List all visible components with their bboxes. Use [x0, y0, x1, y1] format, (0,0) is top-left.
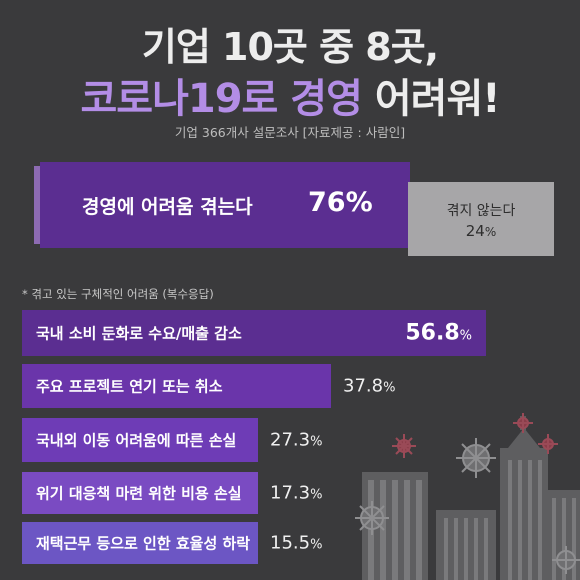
bar-1: 국내 소비 둔화로 수요/매출 감소 56.8%	[22, 310, 486, 356]
bar-3-value: 27.3%	[270, 429, 323, 451]
headline-management: 경영	[290, 76, 363, 122]
bar-4: 위기 대응책 마련 위한 비용 손실 17.3%	[22, 472, 322, 514]
difficulty-no-unit: %	[484, 225, 497, 239]
difficulty-yes-band: 경영에 어려움 겪는다 76%	[34, 162, 410, 248]
headline-line2: 코로나19로 경영 어려워!	[0, 66, 580, 124]
headline-line1: 기업 10곳 중 8곳,	[141, 25, 439, 69]
difficulty-no-band: 겪지 않는다 24%	[408, 182, 554, 256]
bar-2-value: 37.8%	[343, 375, 396, 397]
difficulty-no-value: 24%	[408, 222, 554, 240]
bar-1-value: 56.8%	[405, 320, 472, 346]
bar-4-value: 17.3%	[270, 482, 323, 504]
bar-3: 국내외 이동 어려움에 따른 손실 27.3%	[22, 418, 322, 462]
multiple-response-note: * 겪고 있는 구체적인 어려움 (복수응답)	[22, 287, 214, 301]
bar-1-label: 국내 소비 둔화로 수요/매출 감소	[36, 324, 242, 343]
bar-2: 주요 프로젝트 연기 또는 취소 37.8%	[22, 364, 395, 408]
difficulty-yes-label: 경영에 어려움 겪는다	[82, 196, 253, 218]
survey-source: 기업 366개사 설문조사 [자료제공 : 사람인]	[174, 125, 406, 140]
bar-4-label: 위기 대응책 마련 위한 비용 손실	[36, 484, 242, 503]
headline-covid: 코로나19로	[80, 76, 278, 122]
bar-5-label: 재택근무 등으로 인한 효율성 하락	[36, 534, 251, 553]
difficulty-no-label: 겪지 않는다	[446, 203, 516, 219]
bar-5: 재택근무 등으로 인한 효율성 하락 15.5%	[22, 522, 322, 564]
headline-difficulty: 어려워!	[374, 76, 501, 122]
difficulty-no-number: 24	[465, 222, 485, 240]
difficulty-yes-value: 76%	[308, 187, 373, 218]
bar-3-label: 국내외 이동 어려움에 따른 손실	[36, 431, 237, 450]
bar-2-label: 주요 프로젝트 연기 또는 취소	[36, 377, 223, 396]
bar-5-value: 15.5%	[270, 532, 323, 554]
